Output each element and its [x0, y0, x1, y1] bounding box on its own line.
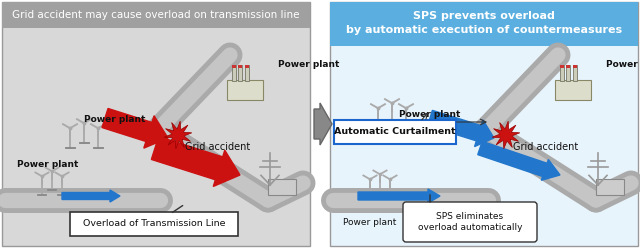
- Text: SPS eliminates
overload automatically: SPS eliminates overload automatically: [418, 212, 522, 232]
- Text: Grid accident: Grid accident: [513, 142, 579, 152]
- Text: Power plant: Power plant: [278, 60, 339, 69]
- Text: Overload of Transmission Line: Overload of Transmission Line: [83, 219, 225, 228]
- Bar: [268, 179, 296, 195]
- Bar: [227, 80, 262, 100]
- Bar: [232, 65, 236, 68]
- Bar: [566, 65, 570, 68]
- FancyArrow shape: [152, 137, 240, 186]
- Bar: [596, 179, 624, 195]
- Text: Automatic Curtailment: Automatic Curtailment: [334, 127, 456, 136]
- Bar: [566, 65, 570, 81]
- Text: Power plant: Power plant: [343, 218, 397, 227]
- FancyArrow shape: [478, 141, 560, 180]
- FancyArrow shape: [428, 110, 494, 147]
- FancyBboxPatch shape: [403, 202, 537, 242]
- Text: Grid accident may cause overload on transmission line: Grid accident may cause overload on tran…: [12, 10, 300, 20]
- FancyArrow shape: [102, 108, 168, 148]
- Bar: [330, 2, 638, 246]
- Polygon shape: [492, 121, 520, 149]
- Bar: [245, 65, 249, 81]
- FancyArrow shape: [314, 103, 332, 145]
- FancyArrow shape: [358, 189, 440, 203]
- Bar: [573, 65, 577, 81]
- Bar: [573, 65, 577, 68]
- Text: Power plant: Power plant: [606, 60, 640, 69]
- Bar: [245, 65, 249, 68]
- Bar: [2, 2, 310, 246]
- Text: SPS prevents overload
by automatic execution of countermeasures: SPS prevents overload by automatic execu…: [346, 11, 622, 35]
- Bar: [239, 65, 243, 81]
- Bar: [556, 80, 591, 100]
- FancyBboxPatch shape: [70, 212, 238, 236]
- Bar: [330, 2, 638, 46]
- Text: Grid accident: Grid accident: [185, 142, 250, 152]
- FancyBboxPatch shape: [334, 120, 456, 144]
- Bar: [560, 65, 564, 81]
- Bar: [232, 65, 236, 81]
- Polygon shape: [164, 121, 192, 149]
- Bar: [2, 2, 310, 28]
- Text: Power plant: Power plant: [17, 160, 79, 169]
- Bar: [239, 65, 243, 68]
- FancyArrow shape: [62, 190, 120, 202]
- Text: Power plant: Power plant: [84, 115, 146, 124]
- Bar: [560, 65, 564, 68]
- Text: Power plant: Power plant: [399, 110, 461, 119]
